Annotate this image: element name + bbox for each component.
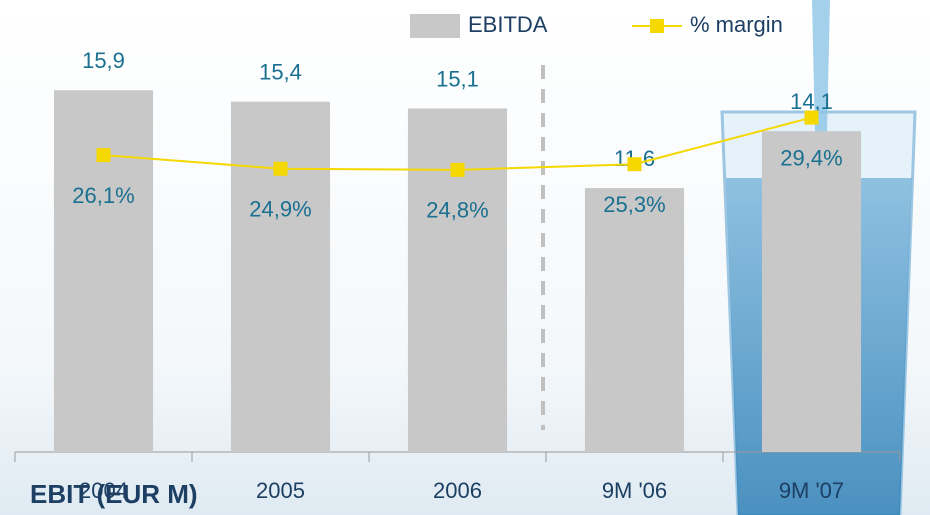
- value-label: 15,4: [259, 59, 302, 84]
- marker: [274, 162, 288, 176]
- bar: [408, 108, 507, 452]
- value-label: 26,1%: [72, 183, 134, 208]
- value-label: 14,1: [790, 89, 833, 114]
- bar: [54, 90, 153, 452]
- bar: [762, 131, 861, 452]
- value-label: 25,3%: [603, 192, 665, 217]
- value-label: 29,4%: [780, 145, 842, 170]
- legend-swatch: [410, 14, 460, 38]
- chart-title: EBIT (EUR M): [30, 479, 198, 509]
- x-tick-label: 2006: [433, 478, 482, 503]
- x-tick-label: 9M '06: [602, 478, 667, 503]
- x-tick-label: 9M '07: [779, 478, 844, 503]
- chart: 2004200520069M '069M '07EBIT (EUR M) 15,…: [0, 0, 930, 515]
- marker: [451, 163, 465, 177]
- legend-label: EBITDA: [468, 12, 548, 37]
- value-label: 24,8%: [426, 198, 488, 223]
- value-label: 15,9: [82, 48, 125, 73]
- bar: [231, 102, 330, 452]
- value-label: 24,9%: [249, 197, 311, 222]
- marker: [628, 157, 642, 171]
- bar: [585, 188, 684, 452]
- value-label: 15,1: [436, 66, 479, 91]
- marker: [97, 148, 111, 162]
- legend-label: % margin: [690, 12, 783, 37]
- x-tick-label: 2005: [256, 478, 305, 503]
- legend-swatch: [650, 19, 664, 33]
- marker: [805, 111, 819, 125]
